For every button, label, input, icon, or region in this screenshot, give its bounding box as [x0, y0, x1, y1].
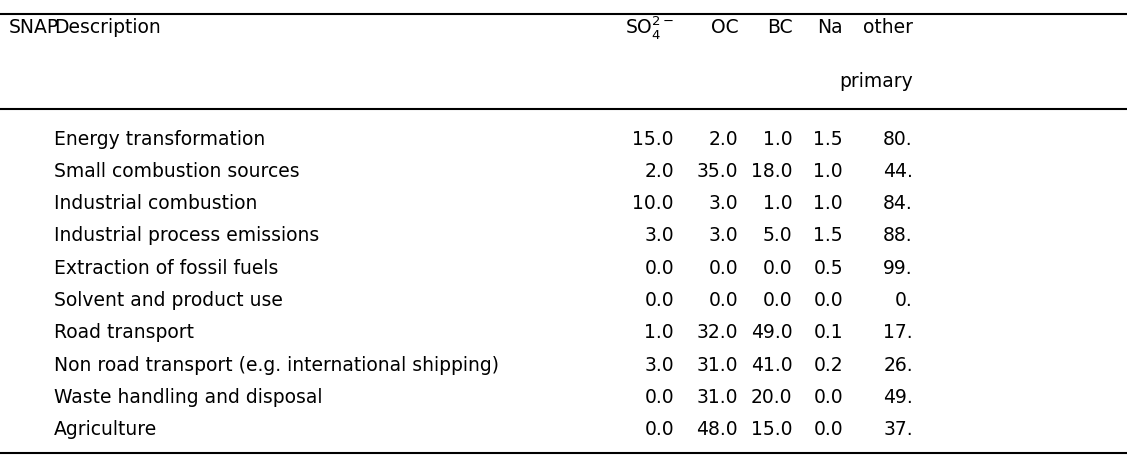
Text: 3.0: 3.0 — [645, 356, 674, 374]
Text: 0.0: 0.0 — [645, 259, 674, 278]
Text: 1.5: 1.5 — [814, 227, 843, 245]
Text: 0.: 0. — [895, 291, 913, 310]
Text: 15.0: 15.0 — [751, 420, 792, 439]
Text: Agriculture: Agriculture — [54, 420, 158, 439]
Text: 44.: 44. — [882, 162, 913, 181]
Text: 32.0: 32.0 — [696, 324, 738, 342]
Text: primary: primary — [840, 72, 913, 91]
Text: 99.: 99. — [884, 259, 913, 278]
Text: 49.: 49. — [884, 388, 913, 407]
Text: 18.0: 18.0 — [751, 162, 792, 181]
Text: 0.0: 0.0 — [763, 259, 792, 278]
Text: 0.0: 0.0 — [814, 388, 843, 407]
Text: Waste handling and disposal: Waste handling and disposal — [54, 388, 322, 407]
Text: 10.0: 10.0 — [632, 194, 674, 213]
Text: SNAP: SNAP — [9, 18, 60, 37]
Text: 15.0: 15.0 — [632, 130, 674, 148]
Text: 2.0: 2.0 — [709, 130, 738, 148]
Text: BC: BC — [766, 18, 792, 37]
Text: 1.5: 1.5 — [814, 130, 843, 148]
Text: 1.0: 1.0 — [763, 194, 792, 213]
Text: 0.0: 0.0 — [814, 291, 843, 310]
Text: Industrial process emissions: Industrial process emissions — [54, 227, 319, 245]
Text: 37.: 37. — [884, 420, 913, 439]
Text: 1.0: 1.0 — [763, 130, 792, 148]
Text: 0.0: 0.0 — [763, 291, 792, 310]
Text: Non road transport (e.g. international shipping): Non road transport (e.g. international s… — [54, 356, 499, 374]
Text: Small combustion sources: Small combustion sources — [54, 162, 300, 181]
Text: 31.0: 31.0 — [696, 388, 738, 407]
Text: 88.: 88. — [884, 227, 913, 245]
Text: 2.0: 2.0 — [645, 162, 674, 181]
Text: 48.0: 48.0 — [696, 420, 738, 439]
Text: Energy transformation: Energy transformation — [54, 130, 265, 148]
Text: 26.: 26. — [884, 356, 913, 374]
Text: Extraction of fossil fuels: Extraction of fossil fuels — [54, 259, 278, 278]
Text: Na: Na — [817, 18, 843, 37]
Text: 0.0: 0.0 — [645, 420, 674, 439]
Text: 5.0: 5.0 — [763, 227, 792, 245]
Text: 0.0: 0.0 — [709, 291, 738, 310]
Text: 0.0: 0.0 — [709, 259, 738, 278]
Text: OC: OC — [710, 18, 738, 37]
Text: 0.0: 0.0 — [645, 291, 674, 310]
Text: 80.: 80. — [884, 130, 913, 148]
Text: 0.0: 0.0 — [814, 420, 843, 439]
Text: 0.2: 0.2 — [814, 356, 843, 374]
Text: Industrial combustion: Industrial combustion — [54, 194, 257, 213]
Text: 3.0: 3.0 — [709, 194, 738, 213]
Text: Road transport: Road transport — [54, 324, 194, 342]
Text: 31.0: 31.0 — [696, 356, 738, 374]
Text: 35.0: 35.0 — [696, 162, 738, 181]
Text: 20.0: 20.0 — [751, 388, 792, 407]
Text: other: other — [863, 18, 913, 37]
Text: 17.: 17. — [884, 324, 913, 342]
Text: 1.0: 1.0 — [814, 194, 843, 213]
Text: Description: Description — [54, 18, 161, 37]
Text: 49.0: 49.0 — [751, 324, 792, 342]
Text: 0.0: 0.0 — [645, 388, 674, 407]
Text: 3.0: 3.0 — [645, 227, 674, 245]
Text: 41.0: 41.0 — [751, 356, 792, 374]
Text: 0.1: 0.1 — [814, 324, 843, 342]
Text: 1.0: 1.0 — [814, 162, 843, 181]
Text: 84.: 84. — [884, 194, 913, 213]
Text: SO$_4^{2-}$: SO$_4^{2-}$ — [624, 14, 674, 41]
Text: Solvent and product use: Solvent and product use — [54, 291, 283, 310]
Text: 1.0: 1.0 — [645, 324, 674, 342]
Text: 3.0: 3.0 — [709, 227, 738, 245]
Text: 0.5: 0.5 — [814, 259, 843, 278]
